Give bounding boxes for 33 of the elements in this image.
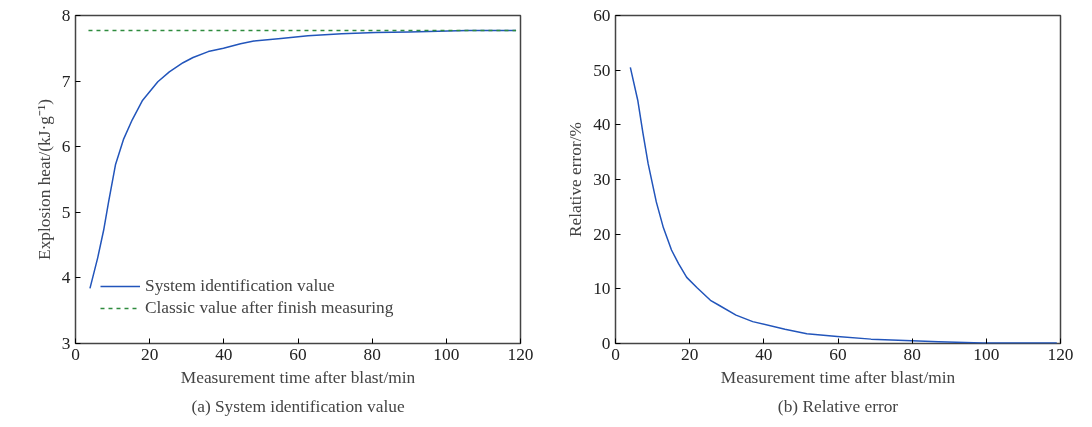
x-tick-label: 20 — [681, 344, 699, 364]
x-tick-label: 60 — [289, 344, 307, 364]
x-tick-label: 100 — [433, 344, 460, 364]
y-tick-label: 3 — [61, 334, 71, 353]
y-tick-label: 30 — [593, 170, 611, 189]
text: (a) System identification value — [191, 396, 405, 416]
y-tick-label: 10 — [593, 279, 611, 299]
y-tick-label: 4 — [61, 268, 71, 288]
y-tick-label: 5 — [61, 202, 71, 222]
x-tick-label: 100 — [973, 344, 1000, 364]
x-tick-label: 60 — [829, 344, 847, 364]
x-tick-label: 80 — [903, 344, 921, 364]
line-series — [629, 66, 1058, 344]
x-tick-label: 120 — [507, 344, 534, 364]
y-tick-label: 8 — [61, 6, 71, 25]
y-axis-title: Relative error/% — [566, 121, 586, 237]
x-tick-label: 20 — [141, 344, 159, 364]
x-tick-label: 80 — [363, 344, 381, 364]
text: (b) Relative error — [777, 396, 899, 416]
x-tick-label: 40 — [215, 344, 233, 364]
x-tick-label: 40 — [755, 344, 773, 364]
legend-label: Classic value after finish measuring — [145, 298, 394, 318]
x-axis-title: Measurement time after blast/min — [720, 367, 956, 387]
y-tick-label: 60 — [593, 6, 611, 25]
legend-label: System identification value — [145, 276, 335, 296]
y-axis-title: Explosion heat/(kJ·g⁻¹) — [34, 98, 54, 260]
y-tick-label: 6 — [61, 137, 71, 157]
y-tick-label: 20 — [593, 224, 611, 244]
y-tick-label: 50 — [593, 60, 611, 80]
x-tick-label: 120 — [1047, 344, 1074, 364]
y-tick-label: 40 — [593, 115, 611, 135]
y-tick-label: 7 — [61, 71, 71, 91]
x-axis-title: Measurement time after blast/min — [180, 367, 416, 387]
